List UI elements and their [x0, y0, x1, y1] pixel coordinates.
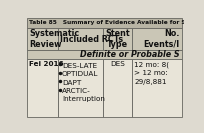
Text: Table 85   Summary of Evidence Available for Stent Thrombosis among Patients Wit: Table 85 Summary of Evidence Available f…: [29, 20, 204, 25]
Text: No.
Events/I: No. Events/I: [143, 29, 180, 49]
Text: Systematic
Review: Systematic Review: [29, 29, 80, 49]
Bar: [103, 59, 132, 117]
Text: Included RCTs: Included RCTs: [60, 35, 123, 44]
Bar: [58, 28, 103, 50]
Bar: [27, 50, 182, 59]
Text: OPTIDUAL: OPTIDUAL: [62, 71, 98, 77]
Text: DAPT: DAPT: [62, 80, 81, 86]
Text: Fei 2016: Fei 2016: [29, 61, 63, 67]
Text: Definite or Probable S: Definite or Probable S: [80, 50, 180, 59]
Text: Stent
Type: Stent Type: [105, 29, 130, 49]
Bar: [132, 28, 182, 50]
Bar: [27, 59, 58, 117]
Text: DES-LATE: DES-LATE: [62, 63, 97, 69]
Bar: [27, 28, 58, 50]
Bar: [58, 59, 103, 117]
Text: DES: DES: [110, 61, 125, 67]
Bar: [132, 59, 182, 117]
Bar: [27, 18, 182, 28]
Text: ARCTIC-
Interruption: ARCTIC- Interruption: [62, 88, 105, 102]
Bar: [103, 28, 132, 50]
Text: 12 mo: 8(
> 12 mo:
29/8,881: 12 mo: 8( > 12 mo: 29/8,881: [134, 61, 169, 85]
